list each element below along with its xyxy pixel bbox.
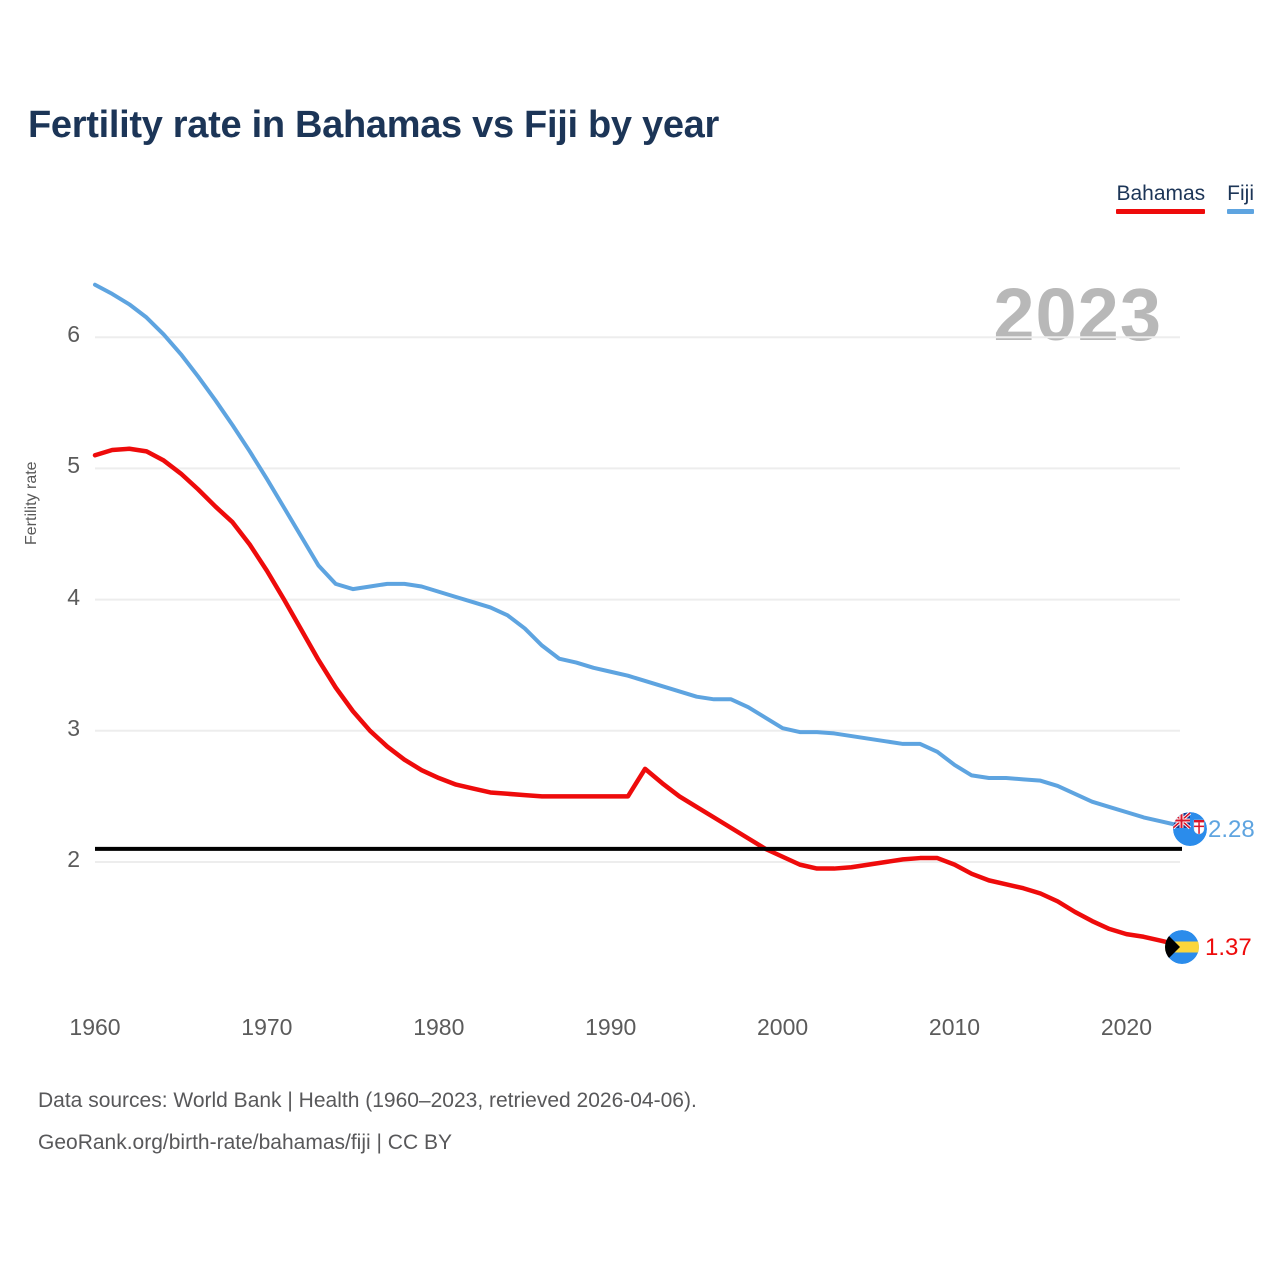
series-line-fiji xyxy=(93,282,1180,828)
x-axis-tick-label: 2010 xyxy=(928,1014,981,1040)
x-axis-tick-label: 1970 xyxy=(241,1014,293,1040)
endpoint-value-bahamas: 1.37 xyxy=(1205,934,1252,961)
footer-line-2: GeoRank.org/birth-rate/bahamas/fiji | CC… xyxy=(38,1131,452,1154)
y-axis-tick-label: 2 xyxy=(67,846,80,872)
x-axis-tick-label: 2000 xyxy=(757,1014,809,1040)
legend-label-fiji: Fiji xyxy=(1227,182,1254,205)
legend-item-fiji[interactable]: Fiji xyxy=(1227,182,1254,214)
footer-sources: Data sources: World Bank | Health (1960–… xyxy=(38,1080,697,1164)
page-title: Fertility rate in Bahamas vs Fiji by yea… xyxy=(28,104,719,146)
legend-item-bahamas[interactable]: Bahamas xyxy=(1116,182,1206,214)
y-axis-tick-label: 3 xyxy=(67,714,80,741)
legend-color-swatch-bahamas xyxy=(1116,209,1206,214)
chart-legend: Bahamas Fiji xyxy=(1116,182,1254,214)
footer-line-1: Data sources: World Bank | Health (1960–… xyxy=(38,1089,697,1112)
x-axis-tick-label: 1980 xyxy=(413,1014,465,1040)
bahamas-flag-icon xyxy=(1165,930,1199,964)
y-axis-tick-label: 4 xyxy=(67,583,80,610)
gridlines xyxy=(95,336,1180,863)
endpoint-value-fiji: 2.28 xyxy=(1208,816,1255,843)
fiji-flag-icon xyxy=(1173,812,1207,846)
y-axis-tick-label: 5 xyxy=(67,452,80,479)
series-lines xyxy=(92,282,1181,947)
series-line-bahamas xyxy=(92,446,1181,947)
x-axis-tick-label: 1990 xyxy=(585,1014,637,1040)
legend-label-bahamas: Bahamas xyxy=(1116,182,1206,205)
legend-color-swatch-fiji xyxy=(1227,209,1254,214)
x-axis-tick-label: 1960 xyxy=(69,1014,121,1040)
year-watermark: 2023 xyxy=(993,273,1162,356)
x-axis-tick-label: 2020 xyxy=(1100,1014,1152,1040)
y-axis-tick-label: 6 xyxy=(67,321,80,348)
y-axis-title: Fertility rate xyxy=(23,461,40,545)
